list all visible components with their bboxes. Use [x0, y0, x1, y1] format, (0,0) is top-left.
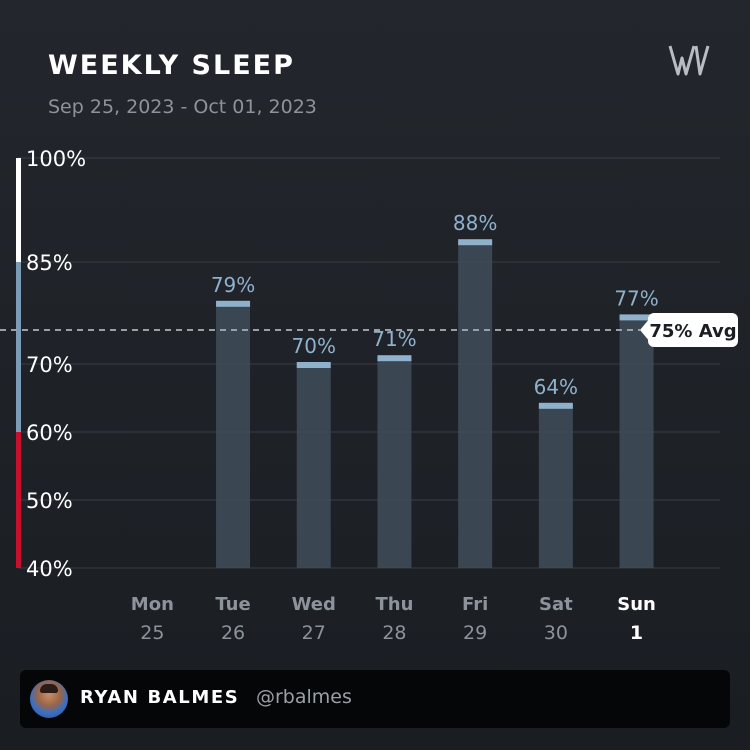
x-date-label-sat: 30: [544, 622, 568, 644]
x-date-label-sun: 1: [630, 622, 643, 644]
footer-bar: RYAN BALMES @rbalmes: [20, 670, 730, 728]
bar-value-label-tue: 79%: [211, 273, 255, 297]
bar-cap-fri: [458, 239, 493, 246]
bar-value-label-sat: 64%: [534, 375, 578, 399]
bar-wed: [296, 364, 331, 568]
user-handle[interactable]: @rbalmes: [256, 686, 352, 708]
bar-value-label-wed: 70%: [292, 334, 336, 358]
x-day-label-mon: Mon: [131, 594, 174, 615]
bar-tue: [216, 302, 251, 568]
x-day-label-fri: Fri: [462, 594, 488, 615]
date-range: Sep 25, 2023 - Oct 01, 2023: [48, 96, 317, 118]
x-date-label-fri: 29: [463, 622, 487, 644]
y-tick-label-70: 70%: [26, 353, 73, 377]
average-badge-pointer: [640, 318, 650, 342]
bar-value-label-thu: 71%: [372, 327, 416, 351]
x-day-label-tue: Tue: [215, 594, 250, 615]
bar-value-label-sun: 77%: [614, 286, 658, 310]
axis-band-1: [16, 262, 21, 432]
y-tick-label-60: 60%: [26, 421, 73, 445]
bar-sun: [619, 316, 654, 568]
user-name: RYAN BALMES: [80, 687, 240, 708]
sleep-bar-chart: 100% 85% 70% 60% 50% 40% Mon 25 79% Tue 26 70% Wed 27…: [0, 147, 738, 644]
bar-thu: [377, 357, 412, 568]
y-tick-label-85: 85%: [26, 251, 73, 275]
bar-cap-thu: [377, 355, 412, 362]
bar-value-label-fri: 88%: [453, 211, 497, 235]
bar-cap-sat: [538, 402, 573, 409]
bar-cap-sun: [619, 314, 654, 321]
bar-cap-tue: [216, 300, 251, 307]
bar-cap-wed: [296, 362, 331, 368]
axis-band-2: [16, 432, 21, 568]
bar-fri: [458, 241, 493, 568]
x-date-label-mon: 25: [140, 622, 164, 644]
x-day-label-sun: Sun: [617, 594, 656, 615]
x-day-label-thu: Thu: [375, 594, 413, 615]
whoop-logo-icon: [668, 45, 710, 76]
axis-band-0: [16, 158, 21, 262]
y-tick-label-50: 50%: [26, 489, 73, 513]
bar-sat: [538, 404, 573, 568]
average-badge: [648, 313, 738, 347]
chart-title: WEEKLY SLEEP: [48, 50, 295, 81]
x-date-label-tue: 26: [221, 622, 245, 644]
x-day-label-wed: Wed: [292, 594, 336, 615]
user-avatar-icon[interactable]: [30, 680, 68, 718]
y-tick-label-40: 40%: [26, 557, 73, 581]
y-tick-label-100: 100%: [26, 147, 86, 171]
x-date-label-thu: 28: [382, 622, 406, 644]
x-date-label-wed: 27: [302, 622, 326, 644]
x-day-label-sat: Sat: [539, 594, 573, 615]
average-badge-label: 75% Avg: [649, 321, 736, 342]
